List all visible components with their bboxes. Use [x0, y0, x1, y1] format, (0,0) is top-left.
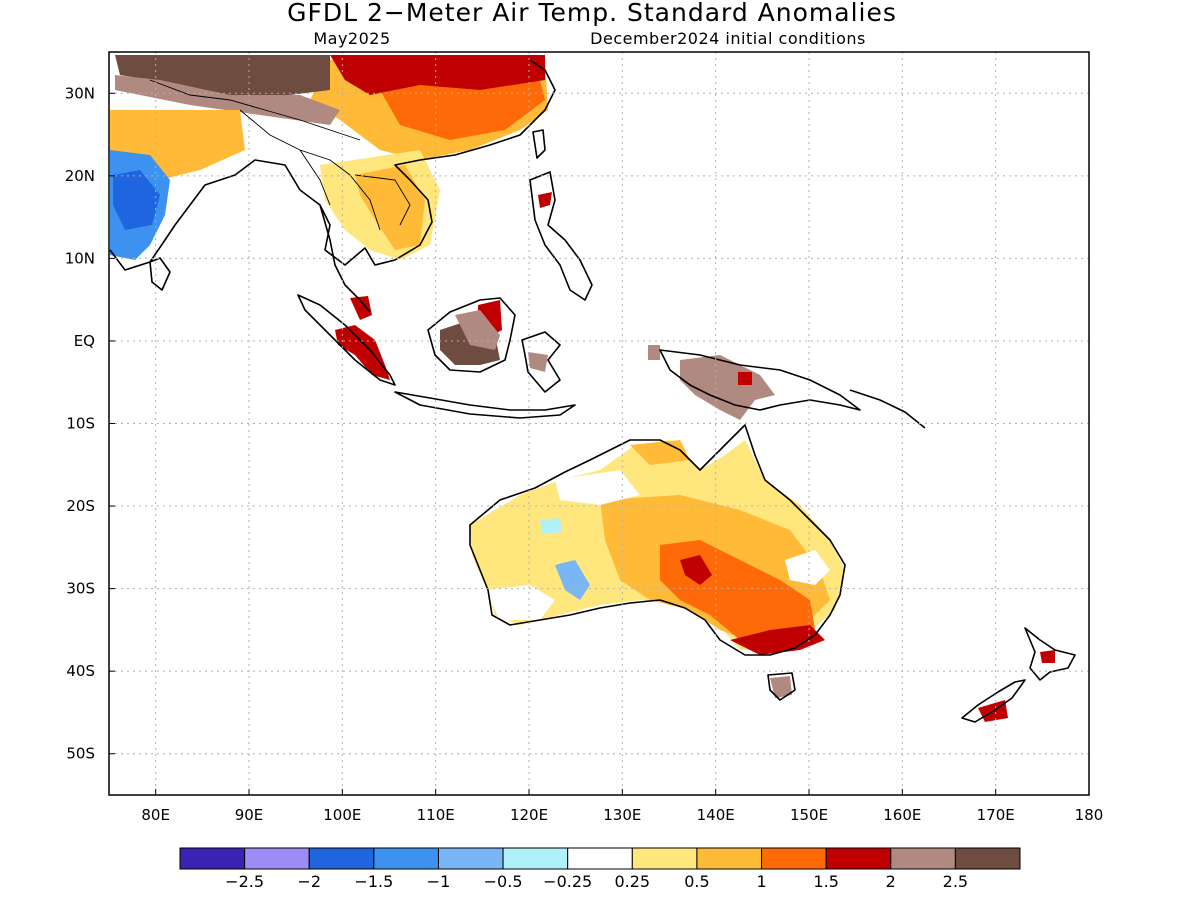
coast-asia-mainland — [109, 59, 556, 271]
anomaly-patch-laos-vietnam — [355, 165, 425, 250]
borders-china — [149, 79, 361, 141]
lon-tick-label: 120E — [510, 806, 548, 824]
coast-malay-peninsula — [319, 204, 371, 313]
colorbar-swatch — [308, 847, 375, 870]
colorbar-swatch — [502, 847, 569, 870]
map-gridlines — [109, 52, 1089, 795]
anomaly-patch-luzon — [538, 192, 552, 208]
lat-tick-label: 20S — [66, 497, 95, 515]
anomaly-patch-sw-cool — [555, 560, 590, 600]
lon-tick-label: 100E — [323, 806, 361, 824]
lat-tick-label: 30N — [65, 84, 95, 102]
colorbar-label: 0.5 — [684, 872, 709, 891]
forecast-month-label: May2025 — [313, 29, 390, 48]
colorbar-swatch — [696, 847, 763, 870]
colorbar-swatch — [244, 847, 310, 870]
anomaly-patch-nsw-white — [785, 550, 830, 585]
colorbar-label: 0.25 — [614, 872, 650, 891]
lon-tick-label: 110E — [417, 806, 455, 824]
lat-tick-label: EQ — [74, 332, 95, 350]
colorbar-label: −0.5 — [484, 872, 523, 891]
map-axis-ticks: 80E 90E 100E 110E 120E 130E 140E 150E 160E 170E 18… — [65, 84, 1104, 824]
coast-sulawesi — [521, 331, 561, 393]
colorbar-swatch — [890, 847, 956, 870]
anomaly-patch-se-coast — [730, 625, 825, 655]
anomaly-patch-new-guinea — [680, 355, 775, 420]
lon-tick-label: 180 — [1075, 806, 1104, 824]
colorbar-label: −2 — [297, 872, 321, 891]
lon-tick-label: 80E — [141, 806, 170, 824]
lon-tick-label: 130E — [603, 806, 641, 824]
coast-australia — [469, 424, 846, 656]
anomaly-patch-tasmania — [770, 676, 792, 698]
lon-tick-label: 160E — [883, 806, 921, 824]
anomaly-patch-mindanao — [648, 345, 660, 360]
coast-philippines — [529, 171, 593, 301]
colorbar-swatch — [761, 847, 827, 870]
coast-taiwan — [532, 129, 546, 159]
anomaly-patch-borneo-rim — [455, 310, 500, 350]
map-plot-area: 80E 90E 100E 110E 120E 130E 140E 150E 160E 170E 18… — [65, 51, 1104, 824]
anomaly-patch-west-white — [485, 585, 555, 620]
colorbar-label: 2 — [886, 872, 896, 891]
coast-borneo — [427, 297, 516, 373]
lat-tick-label: 10N — [65, 249, 95, 267]
coast-nz-south — [961, 679, 1026, 723]
anomaly-shading — [110, 55, 1055, 722]
anomaly-patch-north-white — [555, 470, 640, 505]
anomaly-patch-malaya — [350, 296, 372, 320]
colorbar-label: 2.5 — [943, 872, 968, 891]
colorbar-label: −1 — [427, 872, 451, 891]
colorbar-swatch — [825, 847, 892, 870]
lat-tick-label: 10S — [66, 415, 95, 433]
initial-conditions-label: December2024 initial conditions — [590, 29, 866, 48]
anomaly-patch-wa-cool — [540, 518, 562, 534]
lat-tick-label: 40S — [66, 662, 95, 680]
anomaly-patch-new-guinea-red — [738, 372, 752, 385]
colorbar-label: 1.5 — [813, 872, 838, 891]
colorbar-label: −1.5 — [354, 872, 393, 891]
anomaly-patch-kimberley — [630, 440, 690, 465]
anomaly-patch-india-cool — [113, 170, 160, 230]
coast-java — [394, 391, 576, 419]
borders-indochina — [239, 109, 411, 231]
anomaly-patch-sulawesi — [528, 352, 548, 372]
lat-tick-label: 20N — [65, 167, 95, 185]
anomaly-patch-lake-eyre — [680, 555, 712, 585]
anomaly-patch-south-china — [380, 80, 545, 140]
colorbar: −2.5 −2 −1.5 −1 −0.5 −0.25 0.25 0.5 1 1.5 2 2.5 — [179, 847, 1021, 891]
colorbar-swatch — [373, 847, 439, 870]
colorbar-label: −0.25 — [543, 872, 592, 891]
coast-solomon-islands — [849, 389, 926, 429]
coast-tasmania — [767, 672, 796, 701]
colorbar-swatch — [437, 847, 504, 870]
chart-title: GFDL 2−Meter Air Temp. Standard Anomalie… — [287, 0, 897, 27]
map-frame — [108, 51, 1090, 796]
anomaly-patch-nz-north — [1040, 650, 1055, 663]
colorbar-swatch — [631, 847, 698, 870]
colorbar-label: 1 — [756, 872, 766, 891]
colorbar-swatch — [567, 847, 633, 870]
anomaly-patch-sumatra — [335, 325, 390, 380]
coastlines — [109, 59, 1076, 723]
coast-new-guinea — [659, 349, 861, 411]
anomaly-patch-himalaya-red — [330, 55, 545, 95]
lon-tick-label: 90E — [235, 806, 264, 824]
lon-tick-label: 170E — [977, 806, 1015, 824]
lat-tick-label: 50S — [66, 745, 95, 763]
colorbar-label: −2.5 — [225, 872, 264, 891]
lon-tick-label: 150E — [790, 806, 828, 824]
lat-tick-label: 30S — [66, 580, 95, 598]
coast-sri-lanka — [149, 257, 171, 291]
coast-sumatra — [297, 294, 396, 386]
colorbar-swatch — [179, 847, 246, 870]
coast-nz-north — [1024, 627, 1076, 681]
colorbar-swatch — [954, 847, 1021, 870]
lon-tick-label: 140E — [697, 806, 735, 824]
